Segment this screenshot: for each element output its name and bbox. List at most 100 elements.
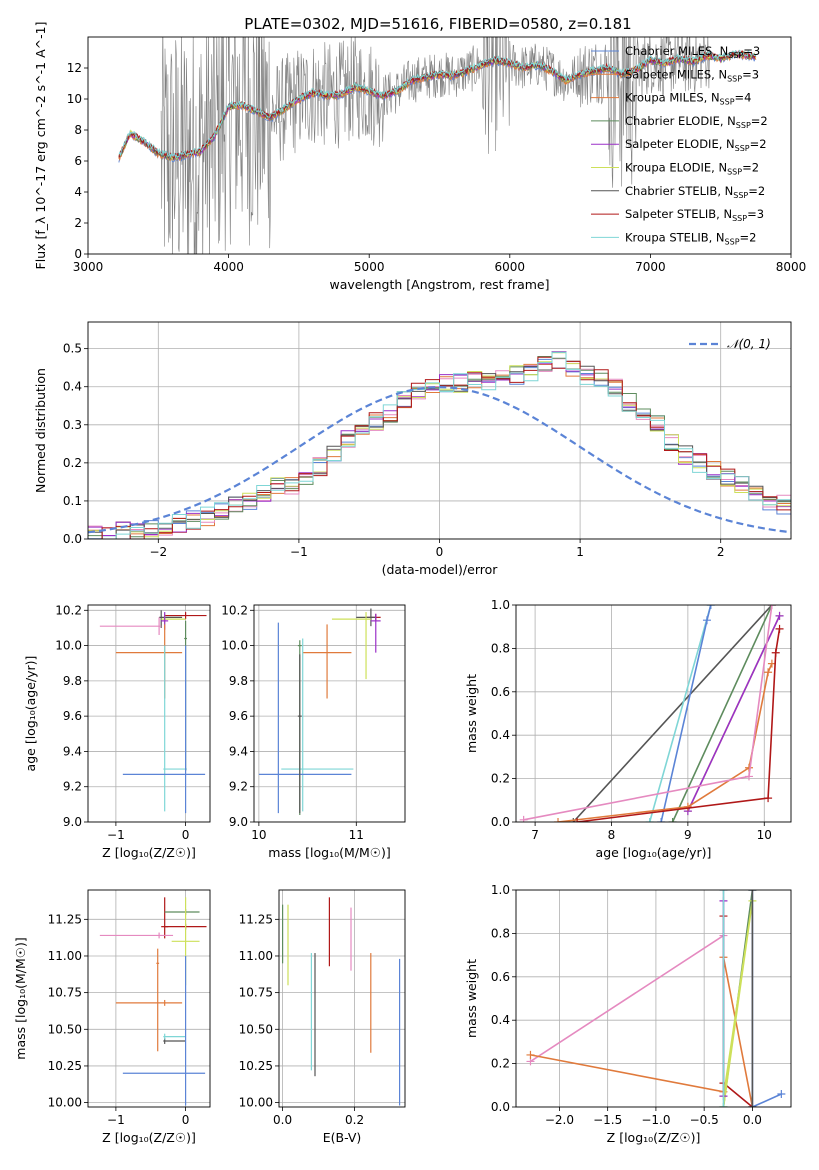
- y-tick-label: 10.75: [239, 986, 273, 1000]
- cumulative-line: [660, 605, 712, 822]
- point-marker: [764, 668, 773, 677]
- y-axis-label: Normed distribution: [33, 368, 48, 493]
- figure-title: PLATE=0302, MJD=51616, FIBERID=0580, z=0…: [244, 15, 631, 33]
- cumulative-line: [557, 663, 773, 822]
- y-tick-label: 9.4: [229, 744, 248, 758]
- axes-spectrum: 3000 4000 5000 6000 7000 8000 0 2 4 6 8 10 12 wavelen…: [33, 22, 806, 292]
- x-tick-label: −1.5: [593, 1113, 622, 1127]
- axes-frame: [87, 889, 211, 1108]
- point-marker: [719, 890, 728, 894]
- y-axis-label: mass weight: [464, 674, 479, 753]
- y-tick-label: 11.25: [48, 912, 82, 926]
- x-tick-label: 5000: [354, 260, 385, 274]
- y-tick-label: 9.0: [229, 815, 248, 829]
- cumulative-line: [530, 957, 754, 1107]
- plot-area-mass-vs-EBV: [279, 890, 405, 1107]
- x-axis-label: E(B-V): [323, 1130, 362, 1145]
- x-tick-label: 11: [349, 828, 364, 842]
- axes-frame: [253, 604, 406, 823]
- x-tick-label: 1: [576, 545, 584, 559]
- axes-frame: [87, 36, 792, 255]
- y-tick-label: 9.2: [229, 780, 248, 794]
- x-tick-label: −1: [107, 1113, 125, 1127]
- x-tick-label: 0.2: [345, 1113, 364, 1127]
- x-tick-label: 0: [182, 1113, 190, 1127]
- point-marker: [744, 772, 753, 781]
- y-tick-label: 9.4: [63, 744, 82, 758]
- axes-cumulative-Z: −2.0 −1.5 −1.0 −0.5 0.0 0.0 0.2 0.4 0.6 0.8 1.0 Z […: [464, 883, 792, 1145]
- x-tick-label: 0: [436, 545, 444, 559]
- x-tick-label: 0: [182, 828, 190, 842]
- y-tick-label: 10.00: [239, 1096, 273, 1110]
- model-spectrum: [118, 49, 757, 159]
- y-tick-label: 6: [74, 154, 82, 168]
- legend-label: Salpeter ELODIE, NSSP=2: [625, 137, 767, 153]
- cumulative-line: [722, 900, 754, 1107]
- legend-label: Salpeter MILES, NSSP=3: [625, 67, 759, 83]
- point-marker: [573, 818, 582, 822]
- y-tick-label: 1.0: [491, 883, 510, 897]
- point-marker: [719, 1103, 728, 1107]
- y-tick-label: 2: [74, 216, 82, 230]
- point-marker: [748, 1103, 757, 1107]
- x-tick-label: 0.0: [273, 1113, 292, 1127]
- y-tick-label: 10.2: [221, 603, 248, 617]
- cumulative-line: [648, 605, 712, 822]
- y-tick-label: 10.2: [55, 603, 82, 617]
- y-axis-label: age [log₁₀(age/yr)]: [23, 656, 38, 772]
- plot-area-mass-vs-Z: [88, 890, 210, 1107]
- axes-frame: [515, 604, 792, 823]
- axes-frame: [278, 889, 406, 1108]
- point-marker: [771, 648, 780, 657]
- plots-container: 3000 4000 5000 6000 7000 8000024681012wavelen…: [13, 22, 806, 1145]
- legend-label: Chabrier STELIB, NSSP=2: [625, 184, 765, 200]
- legend-label: Kroupa STELIB, NSSP=2: [625, 230, 756, 246]
- y-tick-label: 9.2: [63, 780, 82, 794]
- y-tick-label: 0.3: [63, 418, 82, 432]
- y-tick-label: 0: [74, 247, 82, 261]
- y-tick-label: 11.25: [239, 912, 273, 926]
- legend-label: 𝒩(0, 1): [727, 337, 771, 351]
- y-tick-label: 0.0: [491, 1100, 510, 1114]
- x-tick-label: 4000: [213, 260, 244, 274]
- cumulative-line: [751, 890, 782, 1107]
- point-marker: [706, 605, 715, 609]
- y-tick-label: 1.0: [491, 598, 510, 612]
- legend-label: Kroupa MILES, NSSP=4: [625, 91, 751, 107]
- point-marker: [775, 624, 784, 633]
- x-tick-label: 7: [531, 828, 539, 842]
- y-tick-label: 10.50: [239, 1022, 273, 1036]
- point-marker: [526, 1050, 535, 1059]
- y-tick-label: 10.0: [221, 639, 248, 653]
- y-tick-label: 0.8: [491, 926, 510, 940]
- point-marker: [764, 794, 773, 803]
- y-tick-label: 10.50: [48, 1022, 82, 1036]
- plot-area-cumulative-Z: [516, 890, 791, 1107]
- x-tick-label: −1: [290, 545, 308, 559]
- y-tick-label: 10.75: [48, 986, 82, 1000]
- cumulative-line: [687, 615, 781, 812]
- x-axis-label: (data-model)/error: [382, 562, 499, 577]
- y-axis-label: mass weight: [464, 959, 479, 1038]
- legend-label: Salpeter STELIB, NSSP=3: [625, 207, 764, 223]
- x-tick-label: 0.0: [743, 1113, 762, 1127]
- y-tick-label: 0.2: [491, 1057, 510, 1071]
- y-tick-label: 0.6: [491, 970, 510, 984]
- y-tick-label: 10.25: [239, 1059, 273, 1073]
- y-tick-label: 0.8: [491, 641, 510, 655]
- y-tick-label: 0.2: [63, 456, 82, 470]
- plot-area-residuals: [88, 322, 791, 539]
- axes-frame: [515, 889, 792, 1108]
- y-tick-label: 10.0: [55, 639, 82, 653]
- y-tick-label: 9.6: [229, 709, 248, 723]
- y-tick-label: 10.25: [48, 1059, 82, 1073]
- y-axis-label: Flux [f_λ 10^-17 erg cm^-2 s^-1 A^-1]: [33, 22, 48, 270]
- x-axis-label: mass [log₁₀(M/M☉)]: [268, 845, 390, 860]
- cumulative-line: [572, 605, 773, 822]
- x-tick-label: 6000: [495, 260, 526, 274]
- y-tick-label: 9.6: [63, 709, 82, 723]
- plot-area-age-vs-Z: [88, 605, 210, 822]
- x-tick-label: 9: [684, 828, 692, 842]
- plot-area-spectrum: [118, 37, 757, 254]
